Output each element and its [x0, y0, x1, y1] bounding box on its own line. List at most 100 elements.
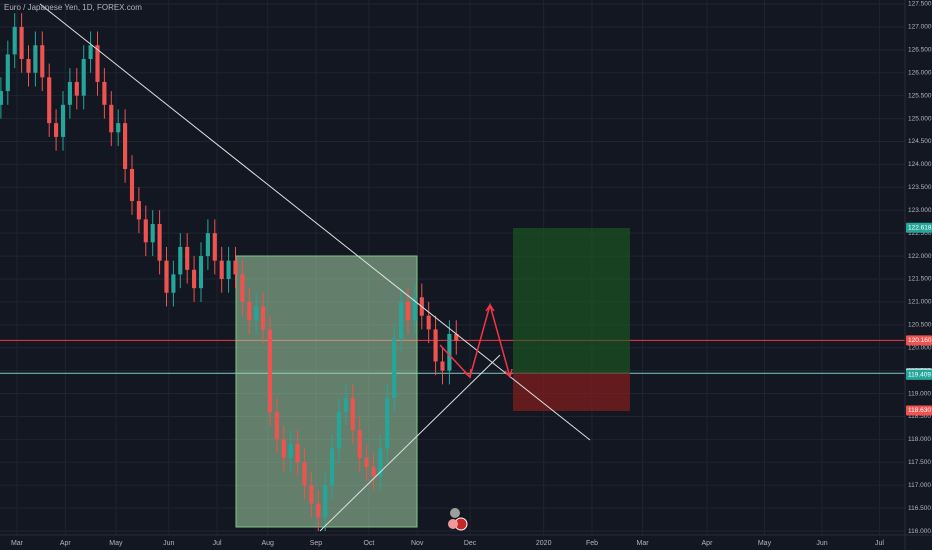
- candle-body: [102, 81, 107, 105]
- x-tick-label: Oct: [363, 540, 374, 547]
- candle-body: [440, 361, 445, 371]
- x-tick-label: Sep: [310, 540, 323, 547]
- candle-body: [371, 466, 376, 477]
- chart-title: Euro / Japanese Yen, 1D, FOREX.com: [4, 3, 142, 12]
- x-tick-label: Dec: [464, 540, 477, 547]
- price-label: 118.630: [908, 407, 931, 414]
- price-label: 122.618: [908, 224, 932, 231]
- candle-body: [433, 329, 438, 362]
- candle-body: [426, 315, 431, 330]
- projection-path: [439, 302, 511, 379]
- y-tick-label: 118.500: [908, 413, 931, 420]
- y-tick-label: 122.000: [908, 253, 932, 260]
- event-icon[interactable]: [448, 519, 458, 529]
- candle-body: [288, 443, 293, 458]
- candle-body: [192, 269, 197, 289]
- x-tick-label: Apr: [702, 540, 714, 547]
- price-label: 119.409: [908, 372, 931, 379]
- candle-body: [150, 223, 155, 243]
- candle-body: [47, 77, 52, 124]
- y-tick-label: 124.500: [908, 138, 932, 145]
- y-tick-label: 122.500: [908, 230, 932, 237]
- x-tick-label: Jul: [875, 540, 884, 547]
- candle-body: [0, 91, 3, 105]
- candle-body: [219, 260, 224, 279]
- trend-line: [39, 3, 591, 441]
- candle-body: [123, 123, 128, 169]
- y-tick-label: 127.500: [908, 1, 932, 8]
- x-tick-label: Jun: [816, 540, 827, 547]
- arrow-head: [504, 368, 513, 379]
- candle-body: [323, 485, 328, 518]
- candle-body: [116, 123, 121, 133]
- candle-body: [226, 260, 231, 279]
- candle-body: [343, 398, 348, 412]
- price-label: 120.160: [908, 337, 932, 344]
- x-tick-label: Apr: [60, 540, 72, 547]
- arrow-head: [485, 303, 495, 312]
- price-label-box: [906, 369, 932, 380]
- candle-body: [205, 233, 210, 257]
- candle-body: [88, 45, 93, 59]
- candle-body: [267, 329, 273, 412]
- y-tick-label: 126.500: [908, 47, 932, 54]
- candle-body: [74, 81, 79, 96]
- candle-body: [240, 274, 245, 302]
- candle-body: [392, 338, 397, 399]
- y-tick-label: 123.500: [908, 184, 932, 191]
- candle-body: [350, 398, 355, 431]
- candle-body: [171, 274, 176, 293]
- candle-body: [233, 260, 238, 275]
- candle-body: [454, 333, 459, 341]
- candle-body: [247, 301, 252, 321]
- candle-body: [60, 104, 66, 137]
- candle-body: [261, 306, 266, 330]
- price-label-box: [906, 335, 932, 346]
- candle-body: [302, 462, 307, 486]
- candle-body: [385, 398, 390, 449]
- y-tick-label: 117.500: [908, 459, 931, 466]
- y-tick-label: 118.000: [908, 436, 931, 443]
- price-label-box: [906, 405, 932, 416]
- y-tick-label: 124.000: [908, 161, 932, 168]
- grid: [0, 0, 905, 535]
- candle-body: [185, 246, 190, 270]
- candle-body: [336, 411, 342, 449]
- candle-body: [357, 430, 362, 458]
- support-line: [319, 354, 501, 532]
- candle-body: [364, 457, 369, 467]
- event-icon[interactable]: [450, 508, 460, 518]
- candle-body: [405, 301, 411, 321]
- candle-body: [274, 411, 279, 440]
- candle-body: [95, 45, 100, 82]
- drawings: [235, 228, 630, 528]
- y-tick-label: 120.000: [908, 344, 932, 351]
- candle-body: [5, 54, 10, 92]
- candle-body: [157, 223, 162, 261]
- long-stop-zone: [513, 373, 630, 411]
- candle-body: [254, 306, 259, 321]
- candle-body: [399, 301, 404, 339]
- candle-body: [212, 233, 217, 261]
- y-tick-label: 117.000: [908, 482, 931, 489]
- candle-body: [447, 333, 452, 371]
- arrow-head: [463, 368, 472, 379]
- long-target-zone: [513, 228, 630, 373]
- y-tick-label: 121.500: [908, 276, 932, 283]
- candles: [0, 13, 459, 532]
- candle-body: [378, 448, 383, 477]
- candle-body: [129, 168, 135, 202]
- candle-body: [281, 439, 286, 458]
- candle-body: [54, 123, 59, 137]
- candle-body: [67, 81, 72, 105]
- candle-body: [309, 485, 314, 504]
- candle-body: [316, 503, 321, 518]
- y-tick-label: 125.500: [908, 92, 932, 99]
- price-label-box: [906, 222, 932, 233]
- y-tick-label: 116.000: [908, 528, 931, 535]
- candle-body: [81, 58, 86, 96]
- x-tick-label: Nov: [411, 540, 424, 547]
- candle-body: [109, 104, 114, 133]
